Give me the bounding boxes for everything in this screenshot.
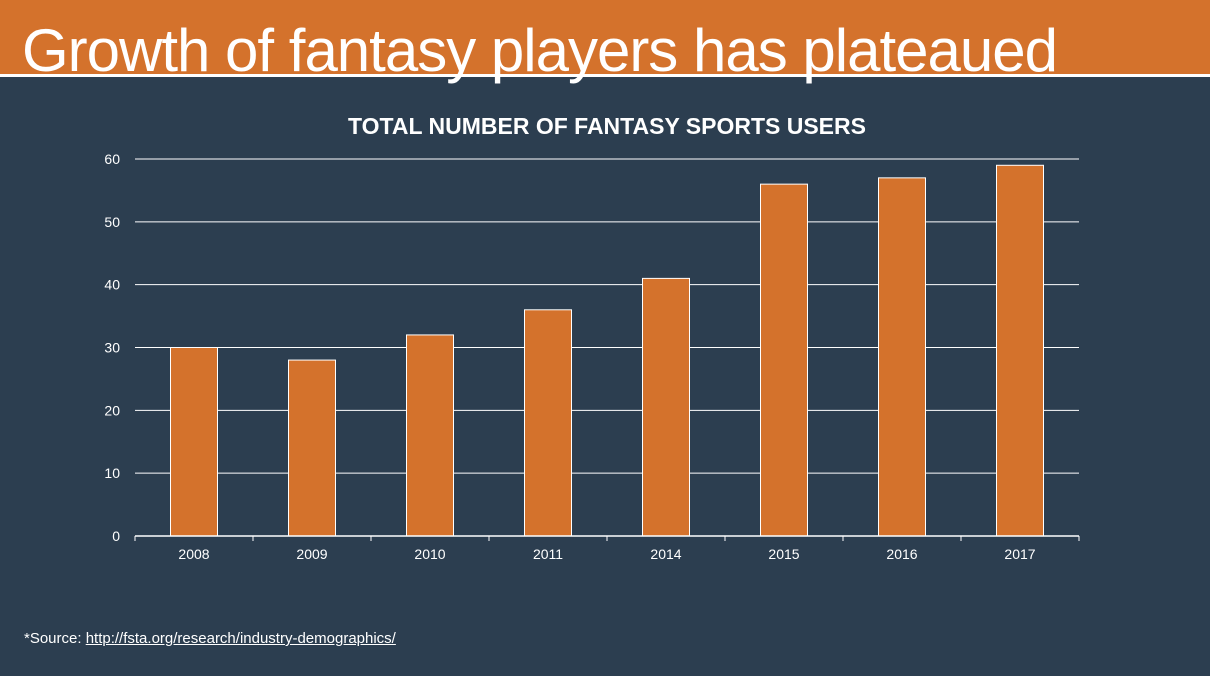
slide-title: Growth of fantasy players has plateaued xyxy=(22,17,1058,84)
title-banner xyxy=(0,0,1210,74)
banner-divider xyxy=(0,74,1210,77)
bar xyxy=(524,309,572,537)
x-tick-label: 2011 xyxy=(533,546,563,562)
source-note: *Source: http://fsta.org/research/indust… xyxy=(24,630,396,647)
chart-title: TOTAL NUMBER OF FANTASY SPORTS USERS xyxy=(348,113,866,139)
bar xyxy=(878,177,926,537)
x-tick-label: 2008 xyxy=(178,546,209,562)
x-tick-label: 2015 xyxy=(768,546,799,562)
bar xyxy=(406,334,454,537)
x-tick-label: 2014 xyxy=(650,546,681,562)
bar xyxy=(642,277,690,537)
x-tick-label: 2017 xyxy=(1004,546,1035,562)
y-tick-label: 20 xyxy=(104,402,120,418)
bar xyxy=(170,347,218,537)
x-tick-label: 2010 xyxy=(414,546,445,562)
y-tick-label: 50 xyxy=(104,214,120,230)
source-link[interactable]: http://fsta.org/research/industry-demogr… xyxy=(85,630,396,647)
y-tick-label: 30 xyxy=(104,340,120,356)
bar xyxy=(760,183,808,537)
x-tick-label: 2009 xyxy=(296,546,327,562)
y-tick-label: 0 xyxy=(112,528,120,544)
x-tick-label: 2016 xyxy=(886,546,917,562)
y-tick-label: 40 xyxy=(104,277,120,293)
y-tick-label: 60 xyxy=(104,151,120,167)
bar xyxy=(996,164,1044,537)
bar xyxy=(288,359,336,537)
source-prefix: *Source: xyxy=(24,630,86,647)
y-tick-label: 10 xyxy=(104,465,120,481)
